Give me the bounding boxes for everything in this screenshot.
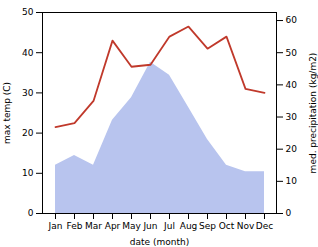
svg-text:med. precipitation (kg/m2): med. precipitation (kg/m2) bbox=[308, 53, 318, 174]
svg-text:0: 0 bbox=[28, 208, 34, 218]
svg-text:Feb: Feb bbox=[67, 221, 83, 231]
svg-text:10: 10 bbox=[286, 176, 298, 186]
svg-text:0: 0 bbox=[286, 208, 292, 218]
svg-text:May: May bbox=[122, 221, 141, 231]
svg-text:Mar: Mar bbox=[85, 221, 102, 231]
svg-text:50: 50 bbox=[22, 7, 34, 17]
svg-text:20: 20 bbox=[22, 128, 34, 138]
svg-text:Jul: Jul bbox=[163, 221, 175, 231]
svg-text:40: 40 bbox=[22, 48, 34, 58]
svg-text:Apr: Apr bbox=[105, 221, 121, 231]
svg-text:Sep: Sep bbox=[199, 221, 216, 231]
svg-text:Nov: Nov bbox=[237, 221, 255, 231]
svg-text:max temp (C): max temp (C) bbox=[2, 82, 12, 144]
svg-text:30: 30 bbox=[286, 112, 298, 122]
svg-text:60: 60 bbox=[286, 15, 298, 25]
svg-text:Jun: Jun bbox=[142, 221, 157, 231]
svg-text:Jan: Jan bbox=[48, 221, 63, 231]
svg-text:50: 50 bbox=[286, 48, 298, 58]
svg-text:Oct: Oct bbox=[219, 221, 235, 231]
svg-text:Aug: Aug bbox=[180, 221, 198, 231]
svg-text:Dec: Dec bbox=[256, 221, 273, 231]
svg-text:10: 10 bbox=[22, 168, 34, 178]
svg-text:40: 40 bbox=[286, 80, 298, 90]
svg-text:date (month): date (month) bbox=[130, 237, 189, 247]
svg-text:30: 30 bbox=[22, 88, 34, 98]
svg-text:20: 20 bbox=[286, 144, 298, 154]
